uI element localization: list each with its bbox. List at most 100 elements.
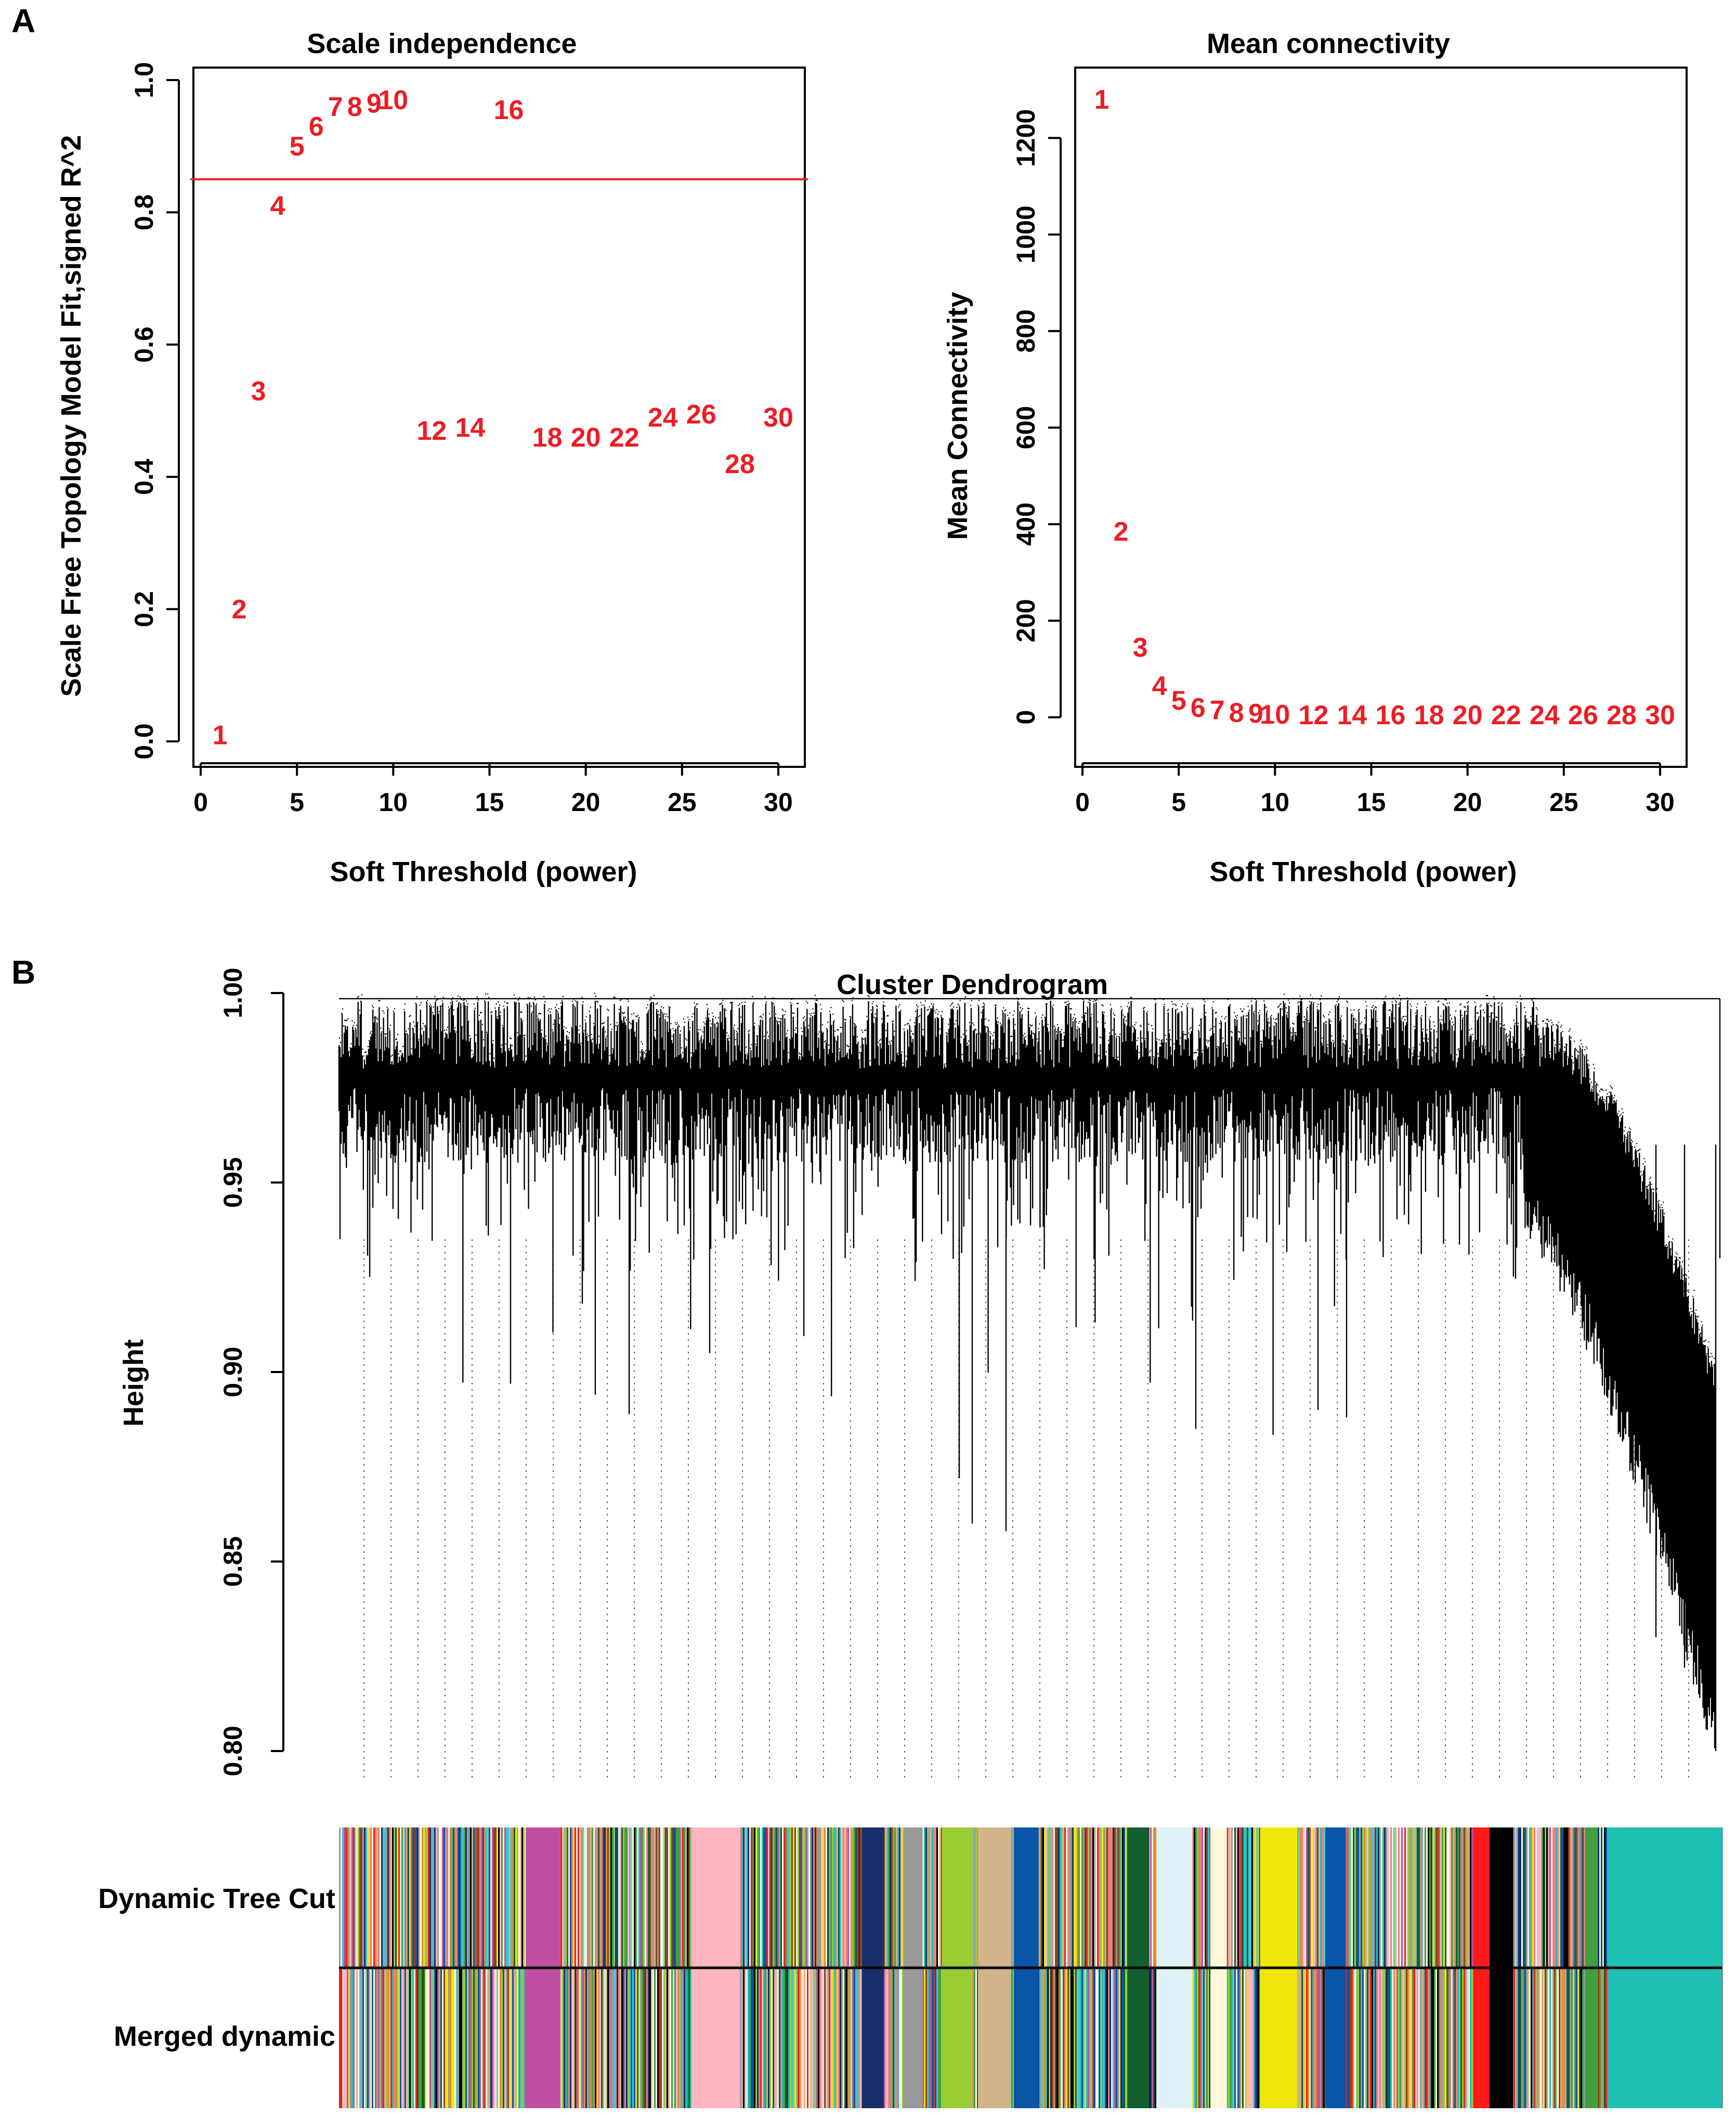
module-stripe xyxy=(1233,1968,1235,2108)
module-stripe xyxy=(473,1827,475,1968)
module-stripe xyxy=(1453,1827,1455,1968)
module-stripe xyxy=(1386,1827,1388,1968)
module-stripe xyxy=(847,1827,850,1968)
module-stripe xyxy=(595,1827,597,1968)
module-stripe xyxy=(810,1968,812,2108)
module-stripe xyxy=(1209,1968,1211,2108)
module-stripe xyxy=(1303,1827,1305,1968)
module-stripe xyxy=(1247,1968,1249,2108)
module-stripe xyxy=(1450,1968,1452,2108)
module-stripe xyxy=(1403,1827,1405,1968)
module-stripe xyxy=(1041,1968,1043,2108)
module-stripe xyxy=(1111,1827,1113,1968)
module-stripe xyxy=(1579,1827,1581,1968)
module-stripe xyxy=(1041,1827,1043,1968)
module-stripe xyxy=(1192,1968,1194,2108)
module-stripe xyxy=(760,1827,762,1968)
module-block xyxy=(1014,1968,1039,2108)
module-stripe xyxy=(571,1968,573,2108)
module-stripe xyxy=(517,1968,519,2108)
module-stripe xyxy=(1089,1968,1091,2108)
module-stripe xyxy=(386,1827,388,1968)
module-stripe xyxy=(585,1968,588,2108)
module-stripe xyxy=(1448,1968,1450,2108)
module-stripe xyxy=(1078,1968,1080,2108)
module-stripe xyxy=(771,1968,773,2108)
module-stripe xyxy=(361,1968,363,2108)
module-stripe xyxy=(757,1968,759,2108)
module-stripe xyxy=(403,1968,405,2108)
module-stripe xyxy=(465,1968,467,2108)
module-stripe xyxy=(353,1827,355,1968)
module-stripe xyxy=(443,1827,446,1968)
module-stripe xyxy=(818,1827,820,1968)
module-stripe xyxy=(1520,1968,1522,2108)
module-stripe xyxy=(685,1827,687,1968)
module-stripe xyxy=(656,1968,658,2108)
module-stripe xyxy=(1467,1968,1469,2108)
module-stripe xyxy=(482,1968,485,2108)
module-stripe xyxy=(579,1827,581,1968)
module-stripe xyxy=(415,1827,417,1968)
module-stripe xyxy=(1548,1827,1550,1968)
module-stripe xyxy=(1521,1827,1523,1968)
module-stripe xyxy=(387,1827,389,1968)
module-stripe xyxy=(925,1827,928,1968)
color-bar-dynamic-tree-cut xyxy=(339,1827,1723,1968)
module-stripe xyxy=(671,1827,673,1968)
module-stripe xyxy=(829,1968,831,2108)
module-stripe xyxy=(356,1968,358,2108)
module-stripe xyxy=(1520,1827,1522,1968)
module-stripe xyxy=(570,1827,572,1968)
chart1-point-label: 5 xyxy=(290,132,305,162)
module-stripe xyxy=(1567,1968,1569,2108)
module-stripe xyxy=(1039,1827,1041,1968)
module-stripe xyxy=(489,1968,491,2108)
module-stripe xyxy=(1194,1968,1196,2108)
module-stripe xyxy=(896,1968,898,2108)
module-stripe xyxy=(1529,1968,1531,2108)
module-stripe xyxy=(1236,1827,1238,1968)
module-stripe xyxy=(372,1968,374,2108)
module-stripe xyxy=(573,1968,575,2108)
module-stripe xyxy=(567,1968,569,2108)
module-stripe xyxy=(1094,1968,1096,2108)
module-stripe xyxy=(1562,1968,1564,2108)
module-stripe xyxy=(1448,1827,1450,1968)
module-stripe xyxy=(1429,1968,1431,2108)
module-stripe xyxy=(1105,1827,1107,1968)
module-stripe xyxy=(341,1827,343,1968)
module-stripe xyxy=(673,1827,675,1968)
module-stripe xyxy=(1347,1968,1349,2108)
module-stripe xyxy=(1524,1968,1526,2108)
module-block xyxy=(1607,1968,1722,2108)
module-stripe xyxy=(849,1827,851,1968)
module-stripe xyxy=(1323,1827,1325,1968)
module-stripe xyxy=(1543,1968,1545,2108)
module-stripe xyxy=(1364,1968,1366,2108)
module-stripe xyxy=(509,1827,511,1968)
module-stripe xyxy=(852,1968,854,2108)
chart3-y-tick-label: 0.85 xyxy=(218,1536,247,1587)
module-stripe xyxy=(521,1968,524,2108)
module-stripe xyxy=(1375,1827,1377,1968)
module-stripe xyxy=(1407,1968,1409,2108)
module-stripe xyxy=(475,1827,477,1968)
module-stripe xyxy=(1538,1827,1541,1968)
module-stripe xyxy=(854,1968,856,2108)
module-stripe xyxy=(514,1827,516,1968)
module-stripe xyxy=(1013,1827,1015,1968)
module-stripe xyxy=(1298,1827,1300,1968)
module-stripe xyxy=(1202,1827,1204,1968)
module-stripe xyxy=(1552,1827,1555,1968)
module-stripe xyxy=(624,1968,626,2108)
module-stripe xyxy=(429,1827,432,1968)
chart1-point-label: 14 xyxy=(455,413,486,443)
color-bar-label-merged-dynamic: Merged dynamic xyxy=(114,2021,335,2052)
module-stripe xyxy=(1241,1827,1243,1968)
module-stripe xyxy=(373,1968,375,2108)
module-stripe xyxy=(1361,1827,1363,1968)
module-stripe xyxy=(654,1968,656,2108)
module-stripe xyxy=(1042,1968,1045,2108)
module-stripe xyxy=(799,1827,801,1968)
